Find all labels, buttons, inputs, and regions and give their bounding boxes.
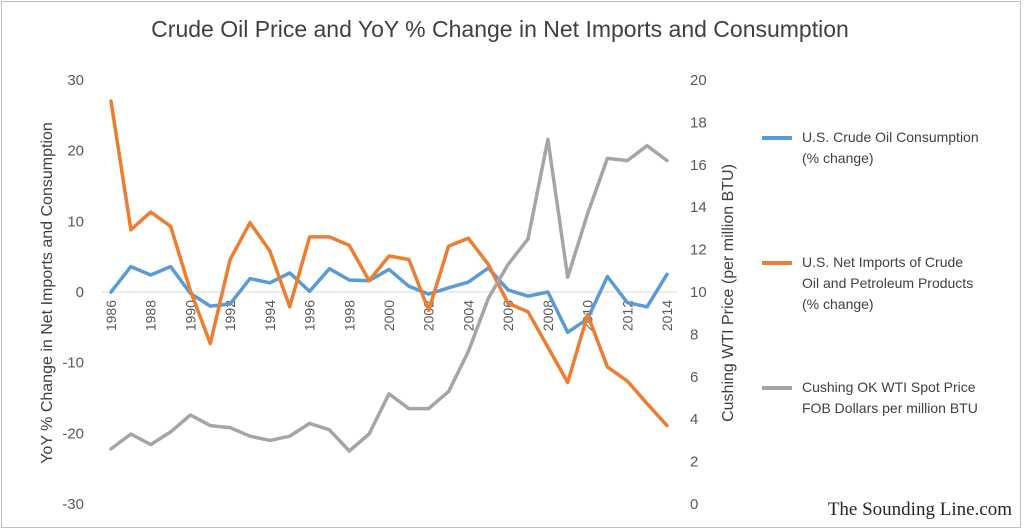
series-lines bbox=[109, 99, 669, 453]
x-tick-label: 2004 bbox=[460, 300, 476, 331]
y-right-tick-label: 10 bbox=[690, 284, 707, 301]
x-tick-label: 2014 bbox=[659, 300, 675, 331]
y-right-tick-label: 6 bbox=[690, 369, 698, 386]
y-right-tick-label: 2 bbox=[690, 454, 698, 471]
y-right-tick-label: 4 bbox=[690, 411, 698, 428]
legend-label-wti-price: Cushing OK WTI Spot Price FOB Dollars pe… bbox=[802, 379, 978, 416]
y-left-tick-label: -10 bbox=[62, 355, 84, 372]
series-line-2 bbox=[109, 137, 669, 453]
y-left-tick-label: -20 bbox=[62, 425, 84, 442]
x-tick-label: 1994 bbox=[262, 300, 278, 331]
y-right-tick-label: 20 bbox=[690, 72, 707, 89]
y-right-tick-label: 0 bbox=[690, 496, 698, 513]
y-axis-right-label: Cushing WTI Price (per million BTU) bbox=[720, 164, 737, 422]
x-tick-label: 2008 bbox=[540, 300, 556, 331]
y-left-tick-label: 10 bbox=[67, 213, 84, 230]
y-right-tick-label: 12 bbox=[690, 242, 707, 259]
legend-swatch-wti-price bbox=[762, 386, 792, 390]
legend-swatch-net-imports bbox=[762, 261, 792, 265]
x-tick-label: 1992 bbox=[222, 300, 238, 331]
series-line-1 bbox=[109, 99, 669, 428]
series-line-0 bbox=[109, 264, 669, 335]
y-right-tick-label: 8 bbox=[690, 326, 698, 343]
legend-label-consumption: U.S. Crude Oil Consumption (% change) bbox=[802, 129, 979, 166]
x-tick-label: 1986 bbox=[103, 300, 119, 331]
x-tick-label: 1990 bbox=[182, 300, 198, 331]
x-tick-label: 2000 bbox=[381, 300, 397, 331]
x-tick-label: 1988 bbox=[143, 300, 159, 331]
watermark: The Sounding Line.com bbox=[827, 499, 1012, 520]
y-left-tick-label: 0 bbox=[76, 284, 84, 301]
y-left-tick-label: 20 bbox=[67, 143, 84, 160]
legend-label-net-imports: U.S. Net Imports of Crude Oil and Petrol… bbox=[802, 254, 974, 312]
chart-title: Crude Oil Price and YoY % Change in Net … bbox=[151, 16, 849, 42]
y-right-tick-label: 18 bbox=[690, 114, 707, 131]
chart-axes: -30 -20 -10 0 10 20 30 0 2 4 6 8 10 12 14 16 18 20 1986 198… bbox=[62, 72, 706, 513]
x-tick-label: 1996 bbox=[302, 300, 318, 331]
y-left-tick-label: -30 bbox=[62, 496, 84, 513]
y-right-tick-label: 16 bbox=[690, 157, 707, 174]
x-tick-label: 2006 bbox=[500, 300, 516, 331]
x-tick-label: 2002 bbox=[421, 300, 437, 331]
legend-swatch-consumption bbox=[762, 136, 792, 140]
x-tick-label: 2012 bbox=[619, 300, 635, 331]
x-tick-label: 1998 bbox=[341, 300, 357, 331]
chart-legend: U.S. Crude Oil Consumption (% change) U.… bbox=[762, 120, 1022, 440]
y-right-tick-label: 14 bbox=[690, 199, 707, 216]
y-left-tick-label: 30 bbox=[67, 72, 84, 89]
y-axis-left-label: YoY % Change in Net Imports and Consumpt… bbox=[39, 122, 56, 464]
